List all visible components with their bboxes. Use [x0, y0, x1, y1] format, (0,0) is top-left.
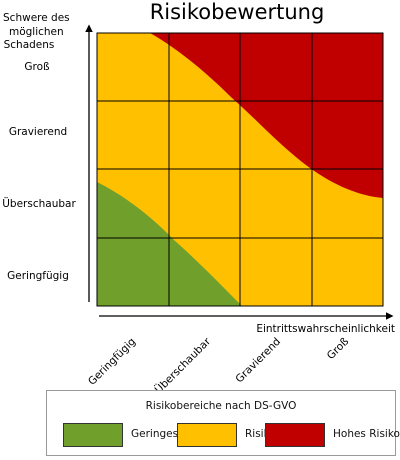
y-label-ueberschaubar: Überschaubar — [2, 197, 76, 210]
legend: Risikobereiche nach DS-GVO Geringes Risi… — [46, 390, 400, 456]
x-axis-labels: Geringfügig Überschaubar Gravierend Groß — [86, 334, 351, 390]
matrix-grid — [96, 32, 384, 307]
legend-swatch-yellow — [177, 423, 237, 447]
x-axis-title: Eintrittswahrscheinlichkeit — [256, 323, 395, 335]
legend-label: Hohes Risiko — [333, 428, 400, 440]
risk-matrix-chart: Risikobewertung Schwere des möglichen Sc… — [2, 0, 395, 390]
y-label-gross: Groß — [24, 61, 50, 73]
y-axis-title: Schwere des möglichen Schadens — [3, 12, 73, 51]
legend-title: Risikobereiche nach DS-GVO — [145, 400, 297, 412]
chart-title: Risikobewertung — [150, 0, 325, 24]
y-axis-title-line-3: Schadens — [4, 39, 55, 51]
x-label-gravierend: Gravierend — [233, 336, 283, 386]
legend-swatch-red — [265, 423, 325, 447]
x-label-gross: Groß — [325, 335, 352, 362]
x-label-geringfuegig: Geringfügig — [86, 336, 138, 388]
zone-hohes-risiko — [150, 33, 383, 198]
legend-swatch-green — [63, 423, 123, 447]
y-axis-title-line-2: möglichen — [9, 26, 64, 38]
y-label-gravierend: Gravierend — [9, 126, 67, 138]
y-label-geringfuegig: Geringfügig — [7, 270, 69, 282]
y-axis-labels: Groß Gravierend Überschaubar Geringfügig — [2, 61, 76, 282]
y-axis-title-line-1: Schwere des — [3, 12, 70, 24]
x-label-ueberschaubar: Überschaubar — [152, 334, 214, 390]
